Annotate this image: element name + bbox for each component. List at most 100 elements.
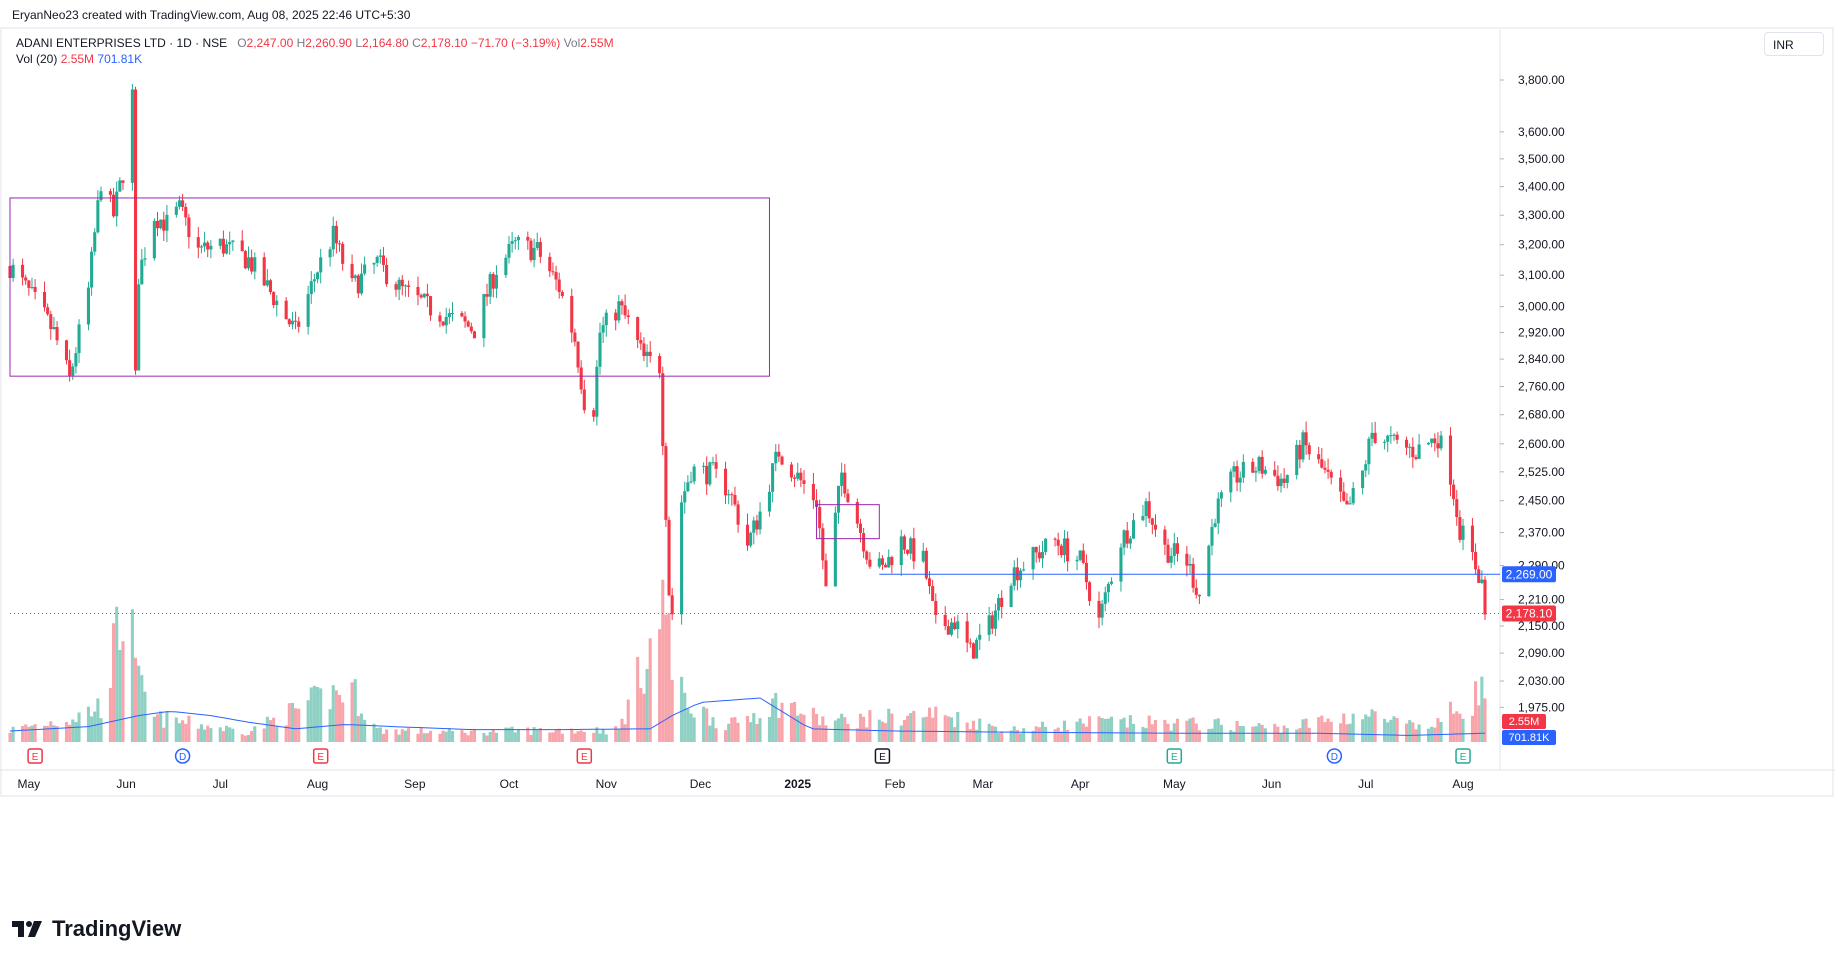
candle-body bbox=[1147, 501, 1151, 519]
candle-body bbox=[1084, 562, 1088, 583]
volume-bar bbox=[975, 729, 979, 742]
y-tick-label: 2,600.00 bbox=[1518, 437, 1565, 451]
candle-body bbox=[771, 463, 775, 492]
earnings-marker bbox=[1455, 748, 1471, 764]
candle-body bbox=[645, 351, 649, 357]
candle-body bbox=[818, 507, 822, 529]
candle-body bbox=[472, 331, 477, 339]
y-tick-label: 3,300.00 bbox=[1518, 208, 1565, 222]
volume-bar bbox=[68, 724, 72, 742]
earnings-marker bbox=[1166, 748, 1183, 764]
volume-bar bbox=[733, 717, 737, 742]
candle-body bbox=[946, 626, 950, 635]
volume-bar bbox=[1408, 720, 1412, 742]
volume-bar bbox=[228, 727, 232, 742]
candle-body bbox=[294, 320, 298, 322]
symbol-title[interactable]: ADANI ENTERPRISES LTD · 1D · NSE bbox=[16, 36, 228, 50]
volume-bar bbox=[1339, 723, 1343, 742]
volume-bar bbox=[397, 734, 401, 742]
candle-body bbox=[1022, 569, 1026, 571]
candle-body bbox=[1276, 475, 1280, 487]
volume-bar bbox=[846, 723, 850, 742]
y-tick-label: 2,450.00 bbox=[1518, 494, 1565, 508]
volume-bar bbox=[1147, 715, 1151, 742]
candle-body bbox=[1304, 432, 1308, 446]
candle-body bbox=[560, 292, 564, 296]
volume-bar bbox=[71, 719, 75, 742]
volume-bar bbox=[978, 718, 982, 742]
candle-body bbox=[661, 373, 665, 447]
y-tick-label: 1,975.00 bbox=[1518, 700, 1565, 714]
volume-bar bbox=[686, 708, 690, 742]
candle-body bbox=[821, 528, 825, 561]
x-tick-label: Jul bbox=[1358, 777, 1373, 791]
volume-bar bbox=[30, 725, 34, 742]
candle-body bbox=[469, 326, 473, 332]
volume-bar bbox=[620, 718, 624, 742]
candle-body bbox=[118, 180, 122, 192]
volume-bar bbox=[796, 715, 800, 742]
candle-body bbox=[727, 494, 731, 496]
volume-bar bbox=[1078, 718, 1082, 742]
candle-body bbox=[1066, 538, 1070, 562]
volume-bar bbox=[1373, 711, 1377, 742]
volume-bar bbox=[334, 690, 338, 742]
candle-body bbox=[1408, 446, 1412, 448]
volume-bar bbox=[196, 728, 200, 742]
volume-bar bbox=[1075, 721, 1079, 742]
candle-body bbox=[1257, 456, 1261, 472]
candle-body bbox=[394, 284, 398, 290]
candle-body bbox=[221, 238, 225, 254]
candle-body bbox=[1251, 461, 1255, 473]
volume-bar bbox=[1389, 719, 1393, 742]
volume-bar bbox=[1470, 715, 1474, 742]
candle-body bbox=[184, 206, 188, 218]
volume-bar bbox=[689, 713, 693, 742]
earnings-marker bbox=[874, 748, 891, 764]
candle-body bbox=[1458, 517, 1462, 540]
y-tick-label: 2,370.00 bbox=[1518, 526, 1565, 540]
candle-body bbox=[906, 549, 910, 554]
candle-body bbox=[268, 280, 273, 293]
volume-bar bbox=[614, 726, 618, 742]
volume-bar bbox=[1207, 728, 1211, 742]
candle-body bbox=[1125, 530, 1129, 544]
volume-bar bbox=[400, 729, 404, 742]
vol20-label[interactable]: Vol (20) bbox=[16, 52, 58, 66]
volume-bar bbox=[862, 716, 866, 742]
currency-selector[interactable]: INR bbox=[1764, 32, 1824, 56]
candle-body bbox=[1367, 438, 1371, 465]
candle-body bbox=[1075, 559, 1079, 562]
y-tick-label: 2,030.00 bbox=[1518, 674, 1565, 688]
candle-body bbox=[1417, 444, 1421, 459]
candle-body bbox=[1452, 484, 1456, 500]
candle-body bbox=[1172, 543, 1176, 556]
candle-body bbox=[381, 255, 385, 265]
price-chart[interactable]: 3,800.00 3,600.00 3,500.00 3,400.00 3,300.00… bbox=[0, 0, 1835, 900]
candle-body bbox=[209, 245, 213, 250]
candle-body bbox=[730, 494, 734, 496]
volume-bar bbox=[1323, 722, 1327, 742]
volume-bar bbox=[86, 706, 90, 742]
x-tick-label: Nov bbox=[596, 777, 617, 791]
candle-body bbox=[1254, 471, 1258, 473]
volume-bar bbox=[1285, 728, 1289, 742]
open-label: O bbox=[237, 36, 247, 50]
candle-body bbox=[199, 246, 203, 248]
candle-body bbox=[1044, 538, 1048, 553]
candle-body bbox=[890, 556, 894, 566]
candle-body bbox=[516, 236, 520, 241]
candle-body bbox=[614, 312, 618, 321]
volume-bar bbox=[623, 724, 627, 742]
candle-body bbox=[52, 327, 56, 330]
volume-bar bbox=[1216, 718, 1220, 742]
volume-bar bbox=[375, 727, 379, 742]
candle-body bbox=[1169, 555, 1173, 563]
candle-body bbox=[425, 293, 429, 297]
candle-body bbox=[815, 500, 819, 508]
volume-bar bbox=[1175, 718, 1179, 742]
volume-bar bbox=[793, 701, 797, 742]
volume-bar bbox=[1125, 727, 1129, 742]
candle-body bbox=[723, 468, 728, 496]
volume-bar bbox=[1018, 733, 1023, 742]
